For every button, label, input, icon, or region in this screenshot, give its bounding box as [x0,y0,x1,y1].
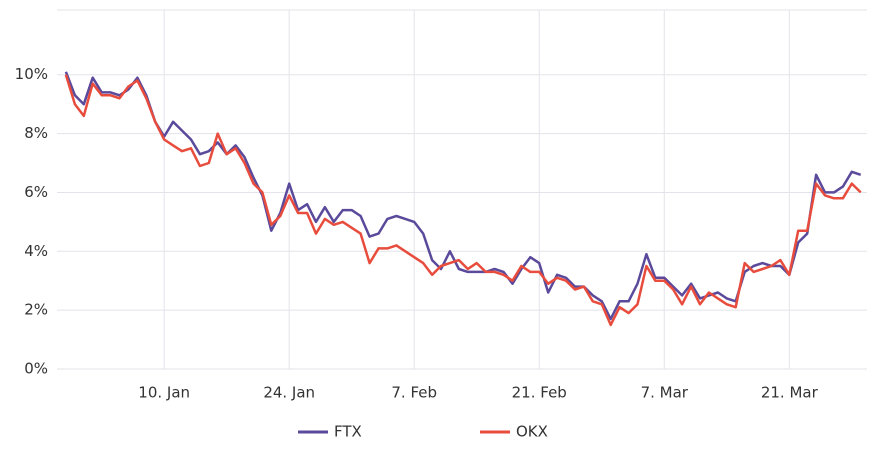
y-tick-label: 10% [15,65,48,83]
y-tick-label: 6% [24,183,48,201]
line-series [64,74,862,327]
legend-label[interactable]: OKX [516,423,548,441]
y-tick-label: 4% [24,242,48,260]
x-tick-label: 24. Jan [263,384,315,402]
x-tick-label: 21. Feb [512,384,567,402]
x-tick-label: 21. Mar [761,384,819,402]
legend-label[interactable]: FTX [334,423,362,441]
y-tick-label: 8% [24,124,48,142]
x-tick-label: 10. Jan [138,384,190,402]
x-tick-label: 7. Feb [391,384,437,402]
y-tick-label: 0% [24,360,48,378]
line-series [64,71,862,321]
y-tick-label: 2% [24,301,48,319]
x-tick-label: 7. Mar [641,384,689,402]
